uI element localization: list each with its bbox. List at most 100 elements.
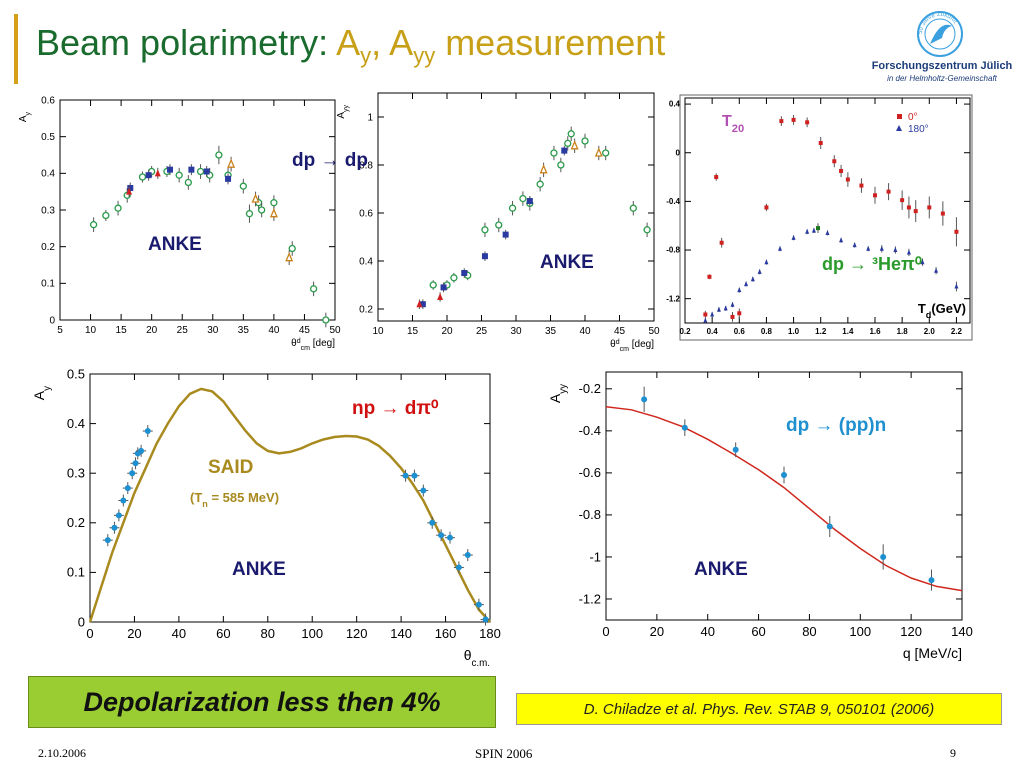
said-curve [88,387,491,623]
x-tick-label: 25 [177,325,189,336]
data-point [791,117,796,122]
data-point [879,245,884,251]
x-axis-label-part: d [297,338,301,345]
data-point [764,205,769,210]
data-point [144,428,151,435]
data-point [886,189,891,194]
data-point [419,301,426,308]
y-tick-label: -0.4 [579,423,601,438]
y-tick-label: 0 [676,148,681,157]
data-point [906,249,911,255]
data-point [781,471,787,478]
data-point [707,274,712,279]
data-point [730,314,735,319]
reaction-label-3he: dp → ³Heπ⁰ [822,254,922,274]
data-point [227,158,236,168]
data-point [564,139,572,148]
x-axis-label: q [MeV/c] [903,645,962,661]
data-point [104,537,111,544]
x-tick-label: 0.6 [734,327,746,336]
data-point [126,187,133,195]
title-ayy: Ayy [389,22,435,68]
data-point [581,137,589,145]
data-point [239,182,247,190]
x-tick-label: 20 [127,626,141,641]
data-point [703,317,708,323]
x-tick-label: 80 [261,626,275,641]
t20-label: T20 [722,113,744,135]
y-axis-label-part: yy [343,105,350,113]
x-tick-label: 40 [268,325,280,336]
y-tick-label: -1.2 [666,294,680,303]
x-tick-label: 10 [372,326,384,337]
footer-page-number: 9 [950,746,956,760]
data-point [288,244,296,253]
data-point [482,616,489,623]
data-point [866,245,871,251]
data-point [906,205,911,210]
data-point [440,284,447,291]
x-tick-label: 30 [510,326,522,337]
chart-c2: 10 15 20 25 30 35 40 45 50 0.2 0.4 0.6 0.8 1 Ayy θdcm [… [336,92,660,353]
reaction-label-np: np → dπ⁰ [352,398,439,419]
title-ayy-base: A [389,22,414,63]
y-axis-label-part: y [25,112,32,116]
data-point [450,274,458,282]
data-point [138,447,145,454]
x-tick-label: 25 [476,326,488,337]
title-ay: Ay [336,22,371,68]
data-point [437,293,444,300]
y-tick-label: 0.6 [41,95,55,106]
y-tick-label: 0.1 [41,279,55,290]
data-point [714,175,719,180]
y-axis-label: Ayy [336,105,350,119]
y-tick-label: 0.5 [41,132,55,143]
title-sep: , [371,22,390,63]
x-tick-label: 35 [545,326,557,337]
y-tick-label: 0.2 [359,304,373,315]
data-point [927,205,932,210]
data-point [550,149,558,157]
fit-curve [605,405,963,592]
data-point [154,169,161,177]
title-main: Beam polarimetry: [36,22,337,63]
x-axis-label-part: θ [610,339,616,350]
plot-area [59,99,336,321]
said-energy-note-part: = 585 MeV) [208,490,279,505]
data-point [536,180,544,188]
x-tick-label: 80 [802,624,816,639]
data-point [245,210,254,218]
conclusion-box: Depolarization less then 4% [28,676,496,728]
data-point [269,208,278,218]
data-point [416,300,423,308]
y-tick-label: 0.8 [359,160,373,171]
data-point [188,166,195,173]
data-point [791,234,796,240]
data-point [594,147,603,157]
data-point [852,242,857,248]
data-point [928,577,935,584]
said-energy-note-part: (T [190,490,202,505]
y-tick-label: 0.4 [67,416,85,431]
y-tick-label: -0.6 [579,465,601,480]
y-tick-label: 0.3 [67,466,85,481]
x-axis-label-part: θ [464,647,472,663]
data-point [145,172,152,179]
data-point [737,287,742,293]
data-point [744,281,749,287]
data-point [825,230,830,235]
data-point [475,601,482,608]
title-accent-bar [14,14,18,84]
data-point [954,283,959,289]
y-tick-label: 0.1 [67,565,85,580]
y-tick-label: 0.3 [41,205,55,216]
data-point [114,204,122,212]
plot-area [605,371,963,621]
data-point [629,204,637,212]
x-tick-label: 2.0 [924,327,936,336]
data-point [447,534,453,541]
data-point [429,519,436,526]
plot-area [377,92,655,322]
data-point [251,193,260,203]
y-tick-label: -0.8 [666,246,680,255]
